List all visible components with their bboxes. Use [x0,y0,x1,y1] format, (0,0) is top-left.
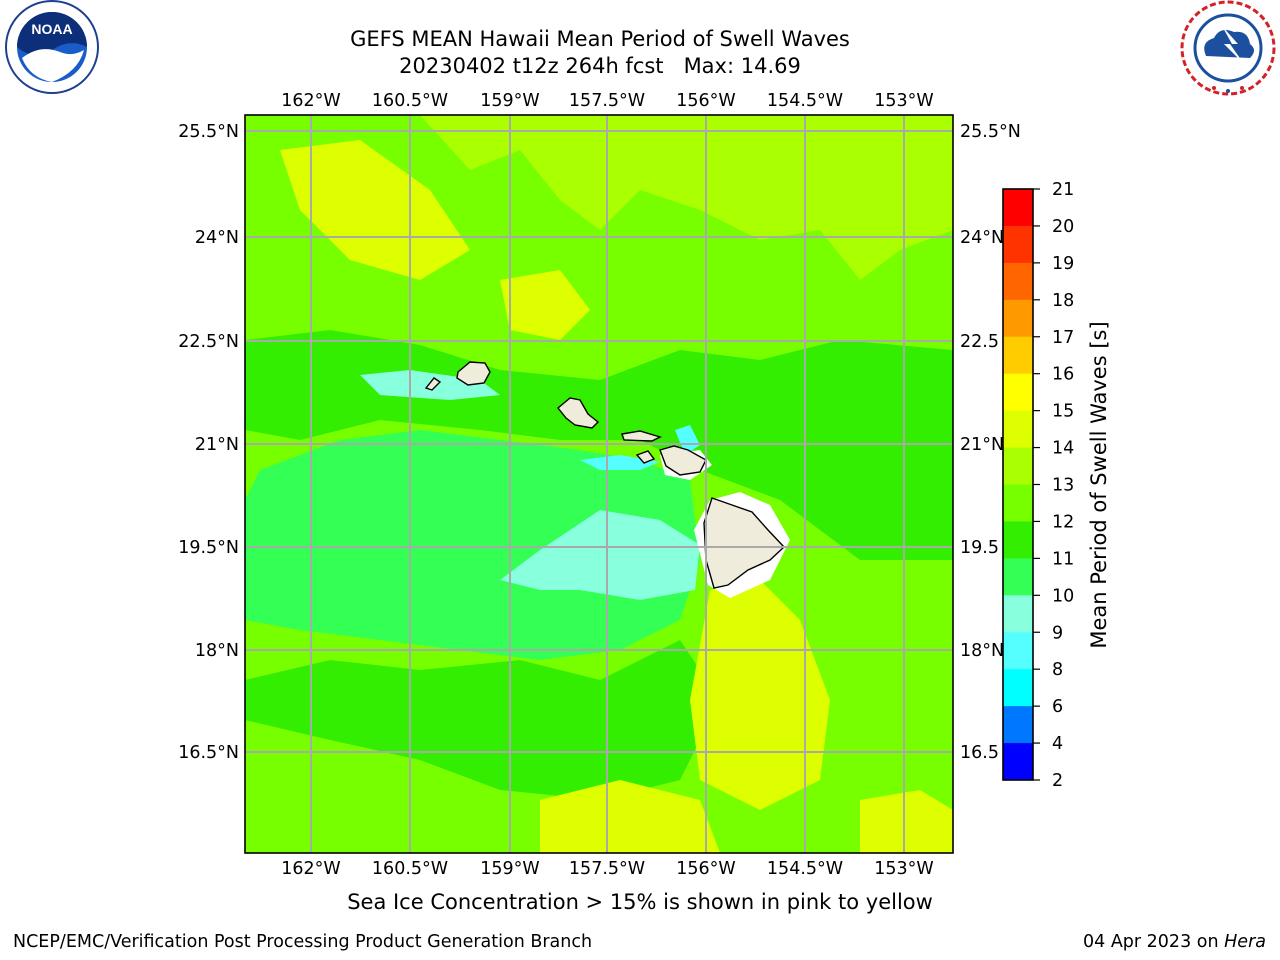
map-axis-labels: 162°W 162°W 160.5°W 160.5°W 159°W 159°W 157.5°… [178,91,1021,879]
footer-date: 04 Apr 2023 on Hera [1083,932,1266,952]
island-big-island [703,497,785,589]
colorbar-tick-label: 19 [1052,254,1074,274]
island-molokai [621,430,662,442]
lat-label-left: 22.5°N [178,332,239,352]
island-kauai [456,361,491,386]
island-oahu [557,397,600,429]
colorbar-tick-label: 2 [1052,771,1063,791]
lon-label-bottom: 154.5°W [767,859,843,879]
band-8-9-maui [675,425,700,455]
colorbar-swatch [1003,558,1033,596]
colorbar-swatch [1003,189,1033,227]
lat-label-left: 19.5°N [178,538,239,558]
band-13-14-north [245,115,953,280]
footer-host: Hera [1224,932,1266,952]
lat-label-right: 16.5 [960,743,999,763]
colorbar-tick-label: 16 [1052,365,1074,385]
noaa-logo: NOAA [5,0,99,94]
band-10-11-southwest [245,430,700,660]
colorbar: 21 20 19 18 17 16 15 14 13 12 11 10 9 8 6 4 2 [1002,180,1074,791]
lat-label-right: 21°N [960,435,1004,455]
colorbar-tick-label: 18 [1052,291,1074,311]
colorbar-swatch [1003,262,1033,301]
lat-label-right: 18°N [960,641,1004,661]
colorbar-swatch [1003,225,1033,264]
colorbar-tick-label: 6 [1052,697,1063,717]
band-9-10-center [500,510,700,600]
colorbar-tick-label: 9 [1052,623,1063,643]
lon-label-bottom: 157.5°W [569,859,645,879]
chart-subtitle: 20230402 t12z 264h fcst Max: 14.69 [399,54,801,78]
lat-label-left: 18°N [195,641,239,661]
colorbar-tick-label: 12 [1052,512,1074,532]
band-11-12-south [245,640,720,800]
colorbar-tick-label: 4 [1052,734,1063,754]
lat-label-left: 25.5°N [178,122,239,142]
lon-label-bottom: 160.5°W [372,859,448,879]
lat-label-right: 19.5 [960,538,999,558]
colorbar-tick-label: 8 [1052,660,1063,680]
lat-label-right: 24°N [960,228,1004,248]
band-14-15-south [540,780,720,853]
sea-ice-caption: Sea Ice Concentration > 15% is shown in … [347,890,933,914]
colorbar-tick-label: 14 [1052,439,1074,459]
footer-date-text: 04 Apr 2023 on [1083,932,1225,952]
lon-label-top: 156°W [676,91,735,111]
lat-label-left: 21°N [195,435,239,455]
colorbar-swatch [1003,632,1033,670]
lat-lon-grid [245,115,953,853]
colorbar-swatch [1003,336,1033,375]
colorbar-swatch [1003,521,1033,559]
lat-label-right: 25.5°N [960,122,1021,142]
footer-credit: NCEP/EMC/Verification Post Processing Pr… [13,932,593,952]
nws-logo [1180,0,1276,96]
colorbar-swatch [1003,410,1033,449]
island-maui [659,445,707,476]
map-frame [244,114,954,854]
colorbar-tick-label: 15 [1052,402,1074,422]
lon-label-top: 154.5°W [767,91,843,111]
colorbar-swatch [1003,595,1033,633]
lat-label-left: 16.5°N [178,743,239,763]
colorbar-swatch [1003,669,1033,707]
colorbar-tick-label: 21 [1052,180,1074,200]
lon-label-bottom: 156°W [676,859,735,879]
lon-label-top: 153°W [874,91,933,111]
lon-label-top: 162°W [281,91,340,111]
island-niihau [424,377,442,391]
island-lanai [635,450,656,464]
colorbar-swatch [1003,299,1033,338]
lat-label-right: 22.5 [960,332,999,352]
lon-label-bottom: 162°W [281,859,340,879]
band-14-15-southeast [860,790,953,853]
colorbar-tick-label: 13 [1052,476,1074,496]
lon-label-bottom: 159°W [480,859,539,879]
lon-label-top: 160.5°W [372,91,448,111]
band-14-15-nw [280,140,470,280]
lon-label-bottom: 153°W [874,859,933,879]
lon-label-top: 157.5°W [569,91,645,111]
swell-period-field [245,115,953,853]
chart-title: GEFS MEAN Hawaii Mean Period of Swell Wa… [350,27,850,51]
colorbar-tick-label: 20 [1052,217,1074,237]
colorbar-label: Mean Period of Swell Waves [s] [1087,321,1111,648]
lat-label-left: 24°N [195,228,239,248]
colorbar-swatch [1003,447,1033,485]
colorbar-swatch [1003,484,1033,522]
noaa-logo-text: NOAA [31,21,72,37]
colorbar-tick-label: 11 [1052,549,1074,569]
colorbar-swatch [1003,373,1033,412]
lon-label-top: 159°W [480,91,539,111]
colorbar-tick-label: 10 [1052,586,1074,606]
land-masses [424,361,785,589]
colorbar-swatch [1003,706,1033,744]
band-14-15-center [500,270,590,340]
colorbar-swatch [1003,743,1033,781]
colorbar-tick-label: 17 [1052,328,1074,348]
